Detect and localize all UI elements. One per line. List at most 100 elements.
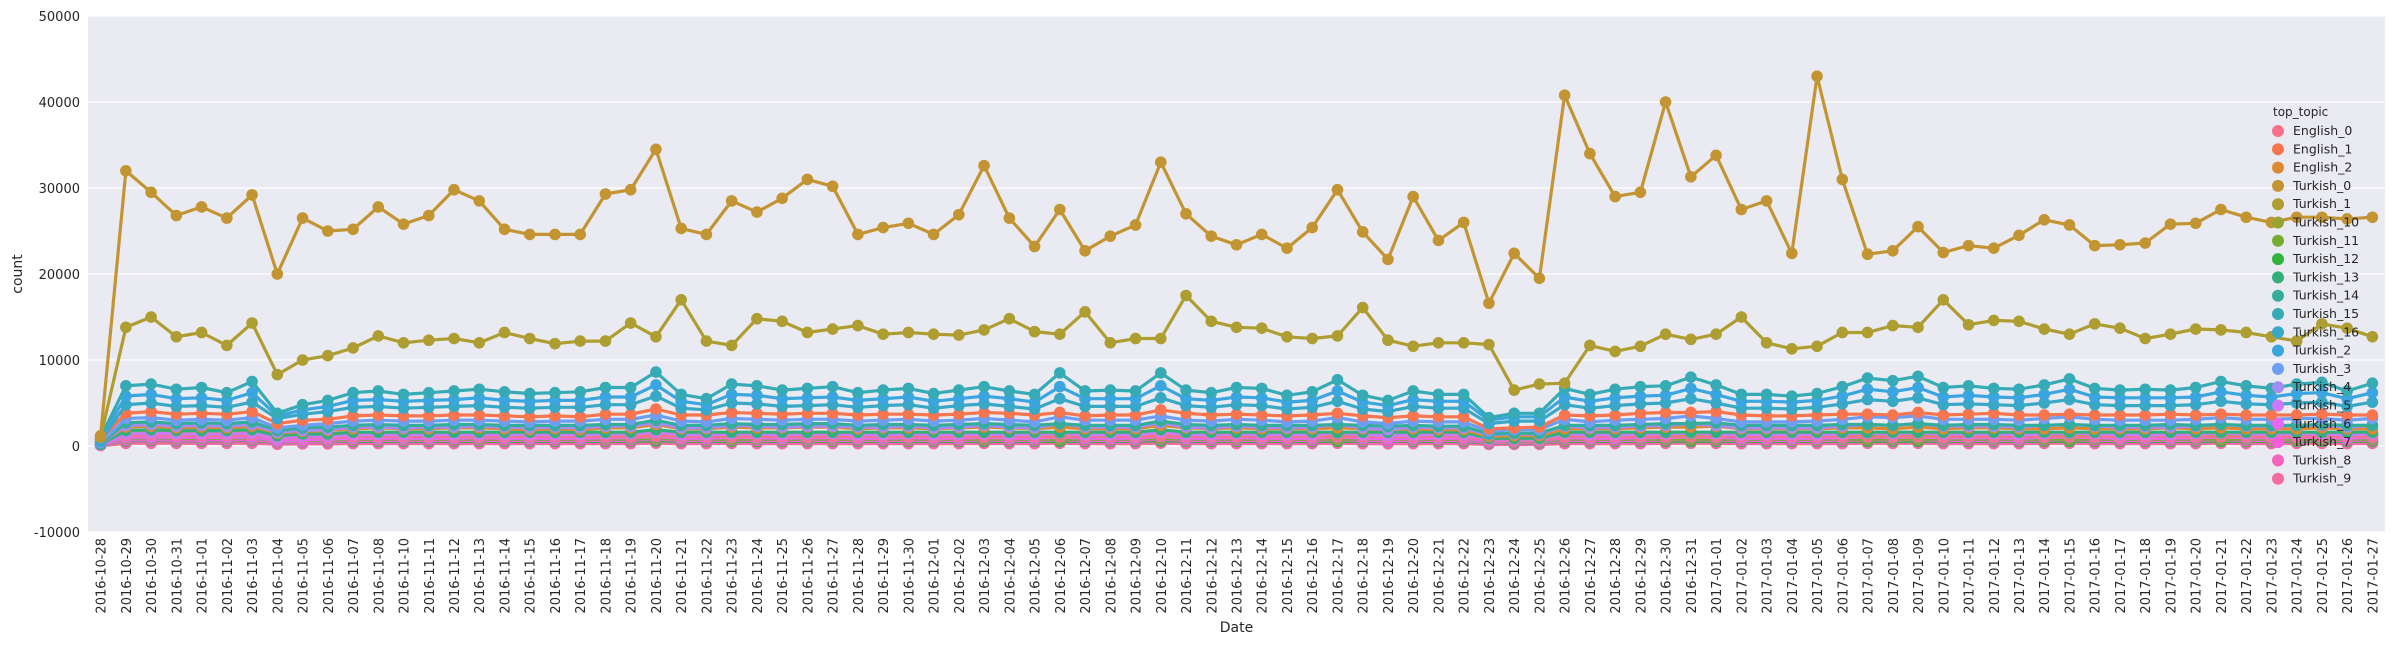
legend-label: English_0 — [2293, 123, 2352, 138]
x-tick-label: 2016-11-29 — [877, 538, 892, 614]
x-tick-label: 2016-11-19 — [625, 538, 640, 614]
data-point — [1558, 89, 1571, 101]
data-point — [1533, 272, 1546, 285]
data-point — [1382, 394, 1394, 407]
data-point — [1584, 388, 1596, 401]
data-point — [1079, 385, 1091, 397]
data-point — [1079, 410, 1091, 422]
data-point — [2088, 391, 2101, 403]
legend-marker — [2272, 234, 2284, 247]
legend: top_topic English_0 English_1 English_2 Tur… — [2272, 105, 2359, 486]
data-point — [877, 408, 889, 420]
data-point — [1710, 328, 1722, 341]
data-point — [624, 391, 637, 403]
data-point — [1609, 409, 1621, 421]
data-point — [650, 379, 662, 391]
y-tick-label: 50000 — [39, 10, 80, 25]
data-point — [725, 397, 738, 409]
x-tick-label: 2016-11-04 — [271, 538, 286, 614]
x-tick-label: 2017-01-03 — [1761, 538, 1776, 614]
data-point — [1180, 392, 1192, 405]
legend-item: Turkish_13 — [2272, 269, 2359, 284]
data-point — [1786, 247, 1798, 260]
x-tick-label: 2016-11-14 — [498, 538, 513, 614]
x-tick-label: 2017-01-16 — [2089, 538, 2104, 614]
data-point — [927, 387, 940, 400]
data-point — [1154, 156, 1167, 168]
x-tick-label: 2016-11-11 — [423, 538, 438, 614]
data-point — [120, 165, 132, 177]
x-tick-label: 2017-01-24 — [2291, 538, 2306, 614]
x-tick-label: 2016-11-22 — [700, 538, 715, 614]
data-point — [978, 380, 990, 393]
data-point — [1634, 390, 1647, 402]
data-point — [2215, 386, 2227, 398]
data-point — [2215, 375, 2227, 388]
data-point — [1054, 406, 1066, 419]
x-tick-label: 2017-01-06 — [1836, 538, 1851, 614]
series-group — [94, 70, 2379, 452]
x-tick-label: 2017-01-01 — [1710, 538, 1725, 614]
legend-item: English_1 — [2272, 141, 2352, 156]
data-point — [2240, 380, 2252, 392]
legend-item: Turkish_11 — [2272, 233, 2359, 248]
data-point — [1760, 388, 1773, 401]
data-point — [1281, 242, 1293, 254]
data-point — [195, 381, 208, 394]
data-point — [953, 392, 965, 405]
data-point — [1407, 190, 1419, 203]
x-tick-label: 2016-12-21 — [1432, 538, 1447, 614]
legend-item: Turkish_5 — [2272, 398, 2351, 413]
data-point — [2215, 324, 2227, 336]
data-point — [1255, 228, 1268, 241]
x-tick-label: 2016-12-31 — [1685, 538, 1700, 614]
data-point — [1457, 216, 1470, 229]
data-point — [549, 386, 561, 399]
data-point — [2189, 217, 2202, 230]
data-point — [1079, 244, 1091, 257]
data-point — [2013, 409, 2025, 421]
y-axis: -10000 0 10000 20000 30000 40000 50000 — [34, 10, 80, 541]
data-point — [877, 392, 889, 405]
data-point — [2341, 322, 2353, 334]
data-point — [1407, 385, 1419, 397]
x-tick-label: 2016-11-30 — [902, 538, 917, 614]
data-point — [1710, 379, 1722, 391]
x-tick-label: 2016-11-24 — [751, 538, 766, 614]
data-point — [801, 392, 814, 404]
x-tick-label: 2017-01-07 — [1862, 538, 1877, 614]
legend-item: Turkish_7 — [2272, 434, 2351, 449]
data-point — [1331, 183, 1344, 196]
legend-marker — [2272, 216, 2284, 229]
data-point — [1154, 404, 1167, 416]
data-point — [246, 386, 258, 399]
legend-item: Turkish_6 — [2272, 416, 2351, 431]
data-point — [397, 337, 410, 349]
data-point — [599, 381, 612, 394]
x-tick-label: 2016-12-27 — [1584, 538, 1599, 614]
data-point — [2013, 392, 2025, 404]
data-point — [2063, 219, 2076, 231]
data-point — [1861, 408, 1874, 420]
data-point — [1685, 382, 1697, 395]
data-point — [953, 329, 965, 341]
data-point — [2366, 409, 2379, 421]
legend-label: Turkish_0 — [2292, 178, 2351, 193]
data-point — [120, 380, 132, 392]
data-point — [1659, 406, 1672, 419]
data-point — [1912, 392, 1924, 404]
data-point — [549, 337, 561, 350]
data-point — [1054, 392, 1066, 405]
data-point — [120, 321, 132, 334]
data-point — [94, 429, 107, 442]
data-point — [1180, 384, 1192, 396]
data-point — [498, 386, 511, 398]
data-point — [2189, 409, 2202, 421]
data-point — [2240, 211, 2252, 224]
data-point — [1609, 345, 1621, 358]
data-point — [1912, 220, 1924, 233]
data-point — [1255, 382, 1268, 395]
data-point — [1129, 409, 1142, 421]
data-point — [448, 385, 460, 397]
